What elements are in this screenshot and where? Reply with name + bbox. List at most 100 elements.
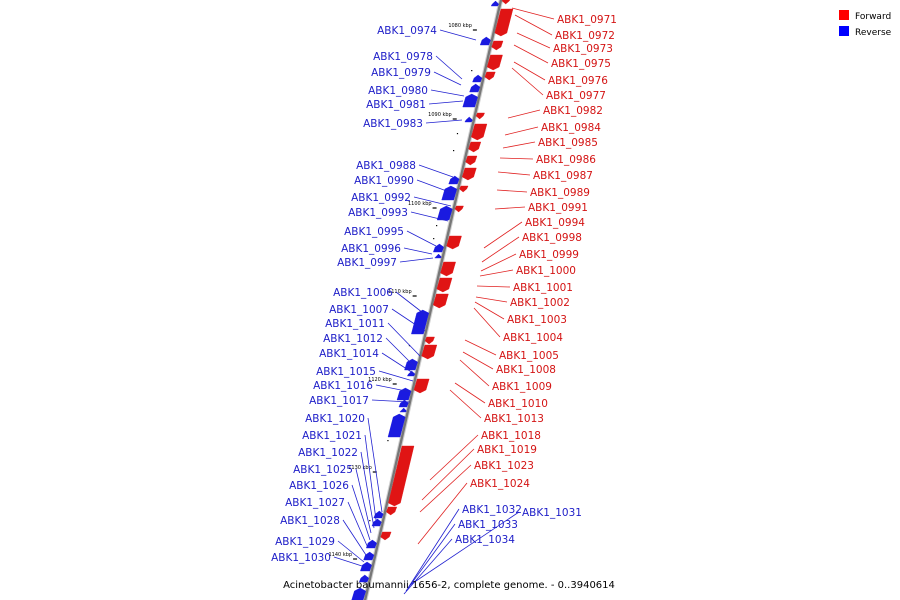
gene-features: [351, 0, 514, 600]
leader-line: [496, 189, 528, 193]
scale-tick-label: 1080 kbp: [448, 23, 472, 29]
forward-gene-label: ABK1_0982: [543, 105, 603, 117]
reverse-gene-label: ABK1_1020: [305, 413, 365, 425]
forward-gene-label: ABK1_0973: [553, 43, 613, 55]
reverse-gene-feature: [351, 587, 367, 600]
reverse-gene-label: ABK1_1031: [522, 507, 582, 519]
scale-minor-tick: [387, 440, 389, 442]
forward-gene-label: ABK1_0985: [538, 137, 598, 149]
reverse-gene-feature: [434, 253, 442, 259]
leader-line: [381, 352, 414, 374]
leader-line: [333, 556, 363, 567]
leader-line: [513, 44, 549, 64]
leader-line: [378, 370, 414, 382]
leader-line: [454, 382, 486, 404]
scale-minor-tick: [433, 238, 435, 240]
leader-line: [479, 269, 514, 277]
label-leader-lines: [333, 7, 555, 595]
leader-line: [403, 247, 433, 255]
forward-gene-label: ABK1_0977: [546, 90, 606, 102]
leader-line: [516, 32, 551, 49]
forward-gene-feature: [486, 54, 503, 71]
forward-gene-label: ABK1_0987: [533, 170, 593, 182]
leader-line: [480, 253, 517, 272]
reverse-gene-feature: [387, 413, 406, 438]
scale-ticks: 1080 kbp 1090 kbp 1100 kbp 1110 kbp 1120 kbp…: [329, 23, 477, 560]
forward-gene-label: ABK1_0999: [519, 249, 579, 261]
reverse-gene-feature: [448, 175, 460, 185]
legend-forward-label: Forward: [855, 12, 891, 22]
scale-minor-tick: [369, 520, 371, 522]
genome-caption: Acinetobacter baumannii 1656-2, complete…: [283, 580, 615, 591]
leader-line: [513, 61, 546, 81]
forward-gene-label: ABK1_0984: [541, 122, 601, 134]
forward-gene-feature: [446, 235, 462, 250]
reverse-gene-label: ABK1_1029: [275, 536, 335, 548]
leader-line: [473, 307, 501, 338]
leader-line: [511, 67, 544, 96]
leader-line: [483, 221, 523, 249]
forward-gene-label: ABK1_0986: [536, 154, 596, 166]
forward-gene-label: ABK1_1002: [510, 297, 570, 309]
reverse-gene-feature: [371, 518, 382, 527]
reverse-gene-label: ABK1_1007: [329, 304, 389, 316]
leader-line: [464, 339, 497, 356]
forward-gene-label: ABK1_0998: [522, 232, 582, 244]
reverse-gene-feature: [399, 407, 407, 413]
reverse-gene-label: ABK1_1033: [458, 519, 518, 531]
scale-minor-tick: [436, 225, 438, 227]
leader-line: [355, 468, 372, 534]
scale-tick-label: 1100 kbp: [408, 201, 432, 207]
forward-gene-feature: [436, 277, 453, 293]
forward-gene-label: ABK1_1001: [513, 282, 573, 294]
leader-line: [342, 519, 367, 556]
forward-gene-feature: [454, 205, 464, 213]
forward-gene-label: ABK1_1023: [474, 460, 534, 472]
leader-line: [387, 322, 421, 357]
reverse-gene-label: ABK1_0978: [373, 51, 433, 63]
forward-gene-feature: [465, 155, 478, 166]
forward-gene-feature: [501, 0, 510, 5]
leader-line: [449, 389, 482, 419]
forward-gene-feature: [380, 531, 392, 541]
reverse-gene-feature: [464, 116, 473, 123]
forward-gene-label: ABK1_1024: [470, 478, 530, 490]
forward-gene-label: ABK1_1009: [492, 381, 552, 393]
reverse-gene-feature: [433, 243, 444, 253]
forward-gene-feature: [494, 8, 514, 37]
leader-line: [462, 351, 494, 370]
leader-line: [409, 511, 520, 586]
leader-line: [410, 211, 449, 222]
forward-gene-label: ABK1_1000: [516, 265, 576, 277]
forward-gene-label: ABK1_0994: [525, 217, 585, 229]
reverse-gene-label: ABK1_1014: [319, 348, 379, 360]
forward-gene-label: ABK1_0989: [530, 187, 590, 199]
leader-line: [435, 55, 463, 80]
forward-gene-feature: [386, 506, 398, 516]
leader-line: [385, 337, 415, 367]
leader-line: [399, 257, 434, 263]
reverse-gene-label: ABK1_0996: [341, 243, 401, 255]
forward-gene-feature: [432, 293, 449, 309]
reverse-gene-label: ABK1_1022: [298, 447, 358, 459]
scale-minor-tick: [456, 133, 459, 135]
scale-tick-label: 1140 kbp: [329, 552, 353, 558]
reverse-gene-feature: [479, 36, 491, 46]
leader-line: [367, 417, 383, 513]
forward-gene-label: ABK1_1008: [496, 364, 556, 376]
leader-line: [499, 157, 534, 160]
leader-line: [406, 230, 437, 247]
reverse-gene-label: ABK1_0974: [377, 25, 437, 37]
forward-gene-label: ABK1_0971: [557, 14, 617, 26]
backbone-line: [363, 0, 503, 600]
scale-tick-label: 1130 kbp: [348, 465, 372, 471]
forward-gene-feature: [484, 71, 496, 81]
reverse-gene-feature: [441, 185, 458, 201]
forward-gene-feature: [413, 378, 430, 394]
leader-line: [475, 296, 508, 303]
reverse-gene-feature: [469, 83, 481, 93]
leader-line: [371, 399, 411, 403]
reverse-gene-label: ABK1_1012: [323, 333, 383, 345]
